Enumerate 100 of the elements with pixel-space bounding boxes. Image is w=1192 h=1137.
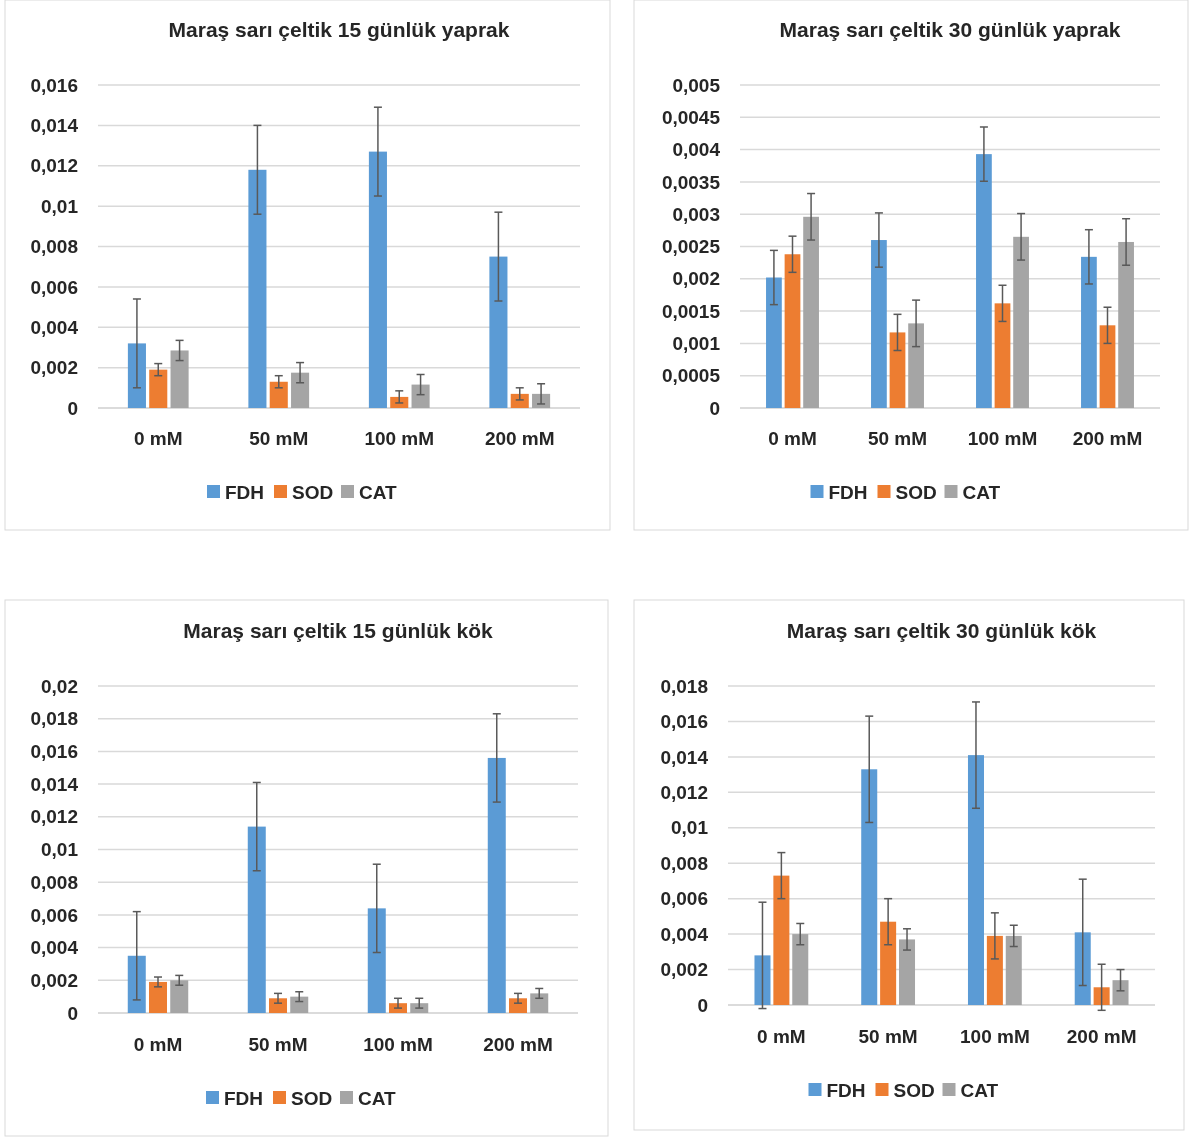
bar (170, 350, 189, 408)
legend-label: SOD (291, 1087, 333, 1109)
x-tick-label: 200 mM (1072, 427, 1143, 449)
y-tick-label: 0,0015 (661, 300, 721, 322)
legend-label: CAT (960, 1079, 999, 1101)
bar (390, 396, 409, 408)
bar (1099, 325, 1116, 408)
y-tick-label: 0,012 (30, 155, 78, 177)
chart-title: Maraş sarı çeltik 15 günlük yaprak (168, 18, 510, 41)
legend-label: SOD (893, 1079, 935, 1101)
x-tick-label: 0 mM (133, 427, 183, 449)
bar (1074, 932, 1091, 1005)
bar (1081, 256, 1097, 408)
chart-title: Maraş sarı çeltik 15 günlük kök (183, 619, 493, 642)
bar (290, 996, 309, 1013)
bar (487, 757, 506, 1013)
x-tick-label: 200 mM (484, 427, 555, 449)
bar (509, 998, 527, 1013)
bar (976, 154, 992, 408)
x-tick-label: 100 mM (363, 1033, 433, 1055)
bar (411, 384, 430, 408)
bar (861, 769, 878, 1005)
y-tick-label: 0,02 (41, 675, 78, 697)
legend-label: CAT (358, 1087, 397, 1109)
y-tick-label: 0,014 (660, 746, 709, 768)
bar (766, 277, 782, 408)
bar (792, 934, 809, 1005)
y-tick-label: 0,002 (660, 959, 708, 981)
y-tick-label: 0 (697, 994, 708, 1016)
chart-title: Maraş sarı çeltik 30 günlük kök (786, 619, 1097, 642)
bar (170, 980, 189, 1013)
legend-label: FDH (828, 481, 868, 503)
legend-label: SOD (292, 481, 334, 503)
y-tick-label: 0 (67, 397, 78, 419)
y-tick-label: 0,003 (672, 203, 720, 225)
y-tick-label: 0,004 (30, 316, 79, 338)
bar (754, 955, 771, 1005)
bar (994, 303, 1011, 408)
y-tick-label: 0 (709, 397, 720, 419)
y-tick-label: 0,01 (671, 817, 709, 839)
y-tick-label: 0,016 (30, 74, 78, 96)
bar (1013, 236, 1029, 408)
y-tick-label: 0,0035 (661, 171, 721, 193)
y-tick-label: 0,008 (660, 852, 708, 874)
x-tick-label: 100 mM (967, 427, 1038, 449)
y-tick-label: 0,004 (30, 937, 79, 959)
y-tick-label: 0,004 (660, 923, 709, 945)
legend-label: CAT (359, 481, 398, 503)
legend-label: CAT (962, 481, 1001, 503)
bar (908, 323, 924, 408)
bar (247, 826, 266, 1013)
y-tick-label: 0,01 (41, 195, 79, 217)
y-tick-label: 0,008 (30, 871, 78, 893)
x-tick-label: 200 mM (1066, 1025, 1137, 1047)
y-tick-label: 0,012 (660, 781, 708, 803)
x-tick-label: 0 mM (768, 427, 817, 449)
legend-label: SOD (895, 481, 937, 503)
bar (880, 921, 897, 1005)
x-tick-label: 50 mM (867, 427, 928, 449)
x-tick-label: 100 mM (960, 1025, 1030, 1047)
bar (889, 332, 906, 408)
bar (773, 875, 790, 1005)
bar (1093, 987, 1110, 1005)
bar (1118, 241, 1134, 408)
x-tick-label: 0 mM (757, 1025, 806, 1047)
y-tick-label: 0,006 (660, 888, 708, 910)
chart-title: Maraş sarı çeltik 30 günlük yaprak (779, 18, 1121, 41)
x-tick-label: 100 mM (364, 427, 435, 449)
x-tick-label: 50 mM (248, 1033, 308, 1055)
bar (149, 981, 167, 1013)
y-tick-label: 0,012 (30, 806, 78, 828)
bar (967, 755, 984, 1005)
bar (269, 998, 287, 1013)
bar (367, 908, 386, 1013)
legend-label: FDH (826, 1079, 866, 1101)
y-tick-label: 0,002 (672, 268, 720, 290)
y-tick-label: 0,002 (30, 357, 78, 379)
bar (489, 256, 508, 408)
bar (530, 993, 549, 1013)
y-tick-label: 0,018 (30, 708, 78, 730)
y-tick-label: 0,01 (41, 839, 79, 861)
y-tick-label: 0 (67, 1002, 78, 1024)
y-tick-label: 0,016 (30, 741, 78, 763)
y-tick-label: 0,0045 (661, 106, 721, 128)
bar (803, 216, 819, 408)
y-tick-label: 0,018 (660, 675, 708, 697)
y-tick-label: 0,001 (672, 333, 721, 355)
bar (871, 240, 887, 408)
bar (291, 372, 310, 408)
y-tick-label: 0,014 (30, 115, 79, 137)
bar (269, 381, 288, 408)
x-tick-label: 200 mM (483, 1033, 553, 1055)
y-tick-label: 0,0005 (661, 365, 721, 387)
y-tick-label: 0,005 (672, 74, 721, 96)
y-tick-label: 0,014 (30, 773, 79, 795)
legend-label: FDH (224, 1087, 264, 1109)
y-tick-label: 0,006 (30, 276, 78, 298)
bar (368, 151, 387, 408)
bar (248, 169, 267, 408)
bar (127, 343, 146, 408)
